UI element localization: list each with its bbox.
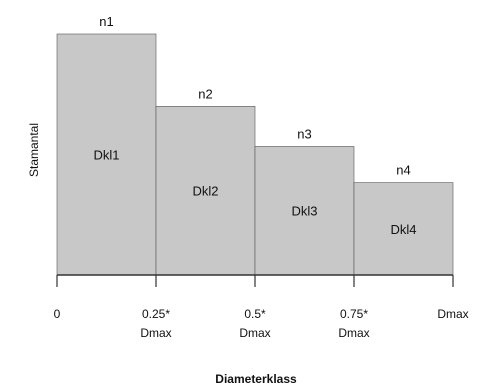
x-axis-title: Diameterklass [215,372,297,386]
bar-dkl1 [56,33,157,276]
bar-label: Dkl1 [93,148,119,163]
bars-layer [56,33,454,276]
bar-label: Dkl3 [291,204,317,219]
x-tick-label: 0.75* Dmax [338,307,369,340]
count-label: n1 [99,14,113,29]
bar-labels-layer: Dkl1 Dkl2 Dkl3 Dkl4 [93,148,416,237]
x-ticks: 0 0.25* Dmax 0.5* Dmax 0.75* Dmax Dmax [54,275,469,340]
count-labels-layer: n1 n2 n3 n4 [99,14,410,178]
x-tick-label-line: 0 [54,307,61,321]
x-tick-label: 0.25* Dmax [140,307,171,340]
x-tick-label-line: Dmax [140,326,171,340]
bar-dkl3 [254,146,355,276]
x-tick-label: Dmax [437,307,468,321]
x-tick-label-line: Dmax [239,326,270,340]
count-label: n2 [198,86,212,101]
bar-label: Dkl2 [192,184,218,199]
bar-label: Dkl4 [390,222,416,237]
bar-dkl2 [155,106,256,276]
x-tick-label-line: 0.25* [142,307,170,321]
x-tick-label-line: 0.5* [244,307,266,321]
bar-dkl4 [353,182,454,276]
x-tick-label: 0 [54,307,61,321]
x-tick-label-line: Dmax [338,326,369,340]
count-label: n4 [396,163,410,178]
x-tick-label-line: Dmax [437,307,468,321]
x-tick-label: 0.5* Dmax [239,307,270,340]
y-axis-title: Stamantal [27,123,41,177]
count-label: n3 [297,126,311,141]
x-tick-label-line: 0.75* [340,307,368,321]
